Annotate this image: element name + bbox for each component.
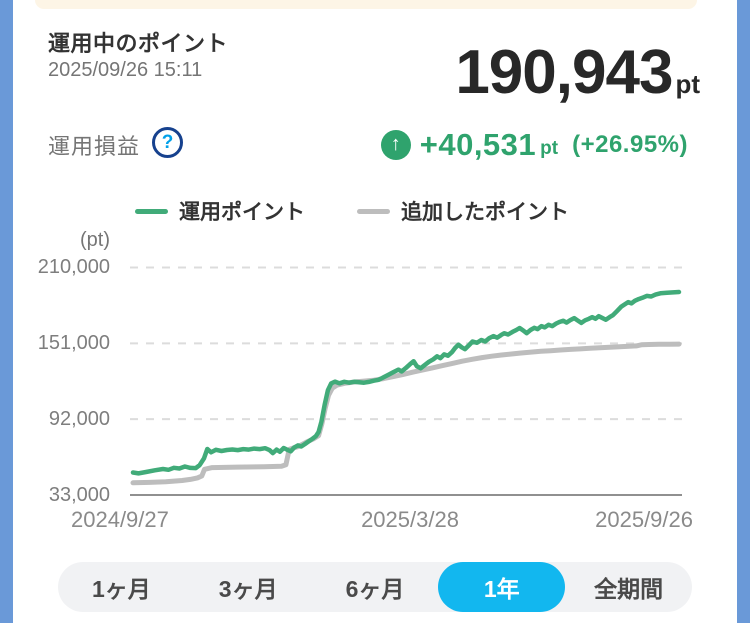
- help-icon[interactable]: ?: [152, 127, 183, 158]
- y-tick-92000: 92,000: [48, 408, 110, 430]
- y-tick-33000: 33,000: [48, 484, 110, 506]
- range-button-6months[interactable]: 6ヶ月: [345, 576, 405, 602]
- profit-value: +40,531: [419, 127, 537, 162]
- x-tick-end-date: 2025/9/26: [595, 507, 693, 532]
- total-points-value: 190,943: [455, 38, 673, 107]
- range-button-1month[interactable]: 1ヶ月: [92, 576, 151, 602]
- total-points-unit: pt: [675, 69, 700, 99]
- legend-swatch-green: [135, 208, 168, 214]
- range-selector: 1ヶ月 3ヶ月 6ヶ月 1年 全期間: [58, 562, 692, 612]
- up-arrow-icon: ↑: [380, 130, 411, 160]
- range-button-1year[interactable]: 1年: [438, 562, 566, 612]
- range-button-3months[interactable]: 3ヶ月: [218, 576, 278, 602]
- legend-swatch-gray: [357, 208, 390, 214]
- y-axis-unit-label: (pt): [80, 229, 110, 251]
- timestamp: 2025/09/26 15:11: [48, 59, 203, 81]
- profit-unit: pt: [540, 138, 559, 159]
- top-banner-edge: [35, 0, 697, 9]
- profit-row: ↑ +40,531 pt (+26.95%): [380, 127, 688, 163]
- profit-label: 運用損益: [48, 134, 141, 159]
- y-tick-151000: 151,000: [37, 332, 110, 354]
- x-tick-mid-date: 2025/3/28: [361, 507, 459, 532]
- profit-percent: (+26.95%): [572, 131, 688, 158]
- total-points: 190,943 pt: [455, 36, 700, 110]
- page-title: 運用中のポイント: [48, 31, 229, 56]
- range-button-all[interactable]: 全期間: [594, 576, 664, 602]
- legend-item-added: 追加したポイント: [357, 196, 569, 226]
- y-tick-210000: 210,000: [37, 256, 110, 278]
- chart-legend: 運用ポイント 追加したポイント: [135, 196, 569, 226]
- x-tick-start-date: 2024/9/27: [71, 507, 169, 532]
- legend-item-managed: 運用ポイント: [135, 196, 305, 226]
